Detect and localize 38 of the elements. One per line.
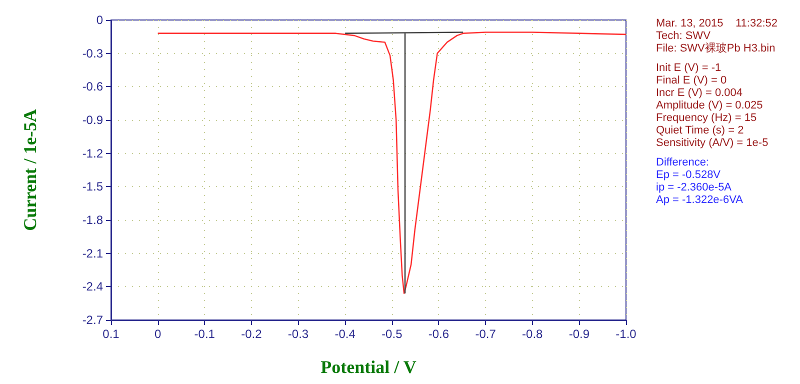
text: Mar. 13, 2015 11:32:52 [656,18,778,30]
x-tick-label: -0.8 [522,327,544,341]
x-tick-label: -0.9 [568,327,590,341]
x-tick-label: -0.1 [194,327,216,341]
text: Frequency (Hz) = 15 [656,112,757,124]
x-tick-label: -1.0 [616,327,637,341]
text: Tech: SWV [656,30,712,42]
text: Final E (V) = 0 [656,74,727,86]
text: ip = -2.360e-5A [656,182,732,194]
y-tick-label: -0.6 [82,80,104,94]
text: Incr E (V) = 0.004 [656,87,743,99]
text: Ap = -1.322e-6VA [656,194,744,206]
x-tick-label: -0.2 [241,327,262,341]
y-tick-label: -0.3 [82,46,104,60]
y-tick-label: 0 [96,13,104,27]
text: Difference: [656,156,709,168]
text: Sensitivity (A/V) = 1e-5 [656,137,768,149]
y-tick-label: -2.4 [82,280,104,294]
x-tick-label: -0.3 [288,327,309,341]
x-tick-label: -0.4 [334,327,356,341]
x-axis-title: Potential / V [320,357,416,377]
text: Init E (V) = -1 [656,62,722,74]
text: File: SWV裸玻Pb H3.bin [656,42,776,54]
y-tick-label: -0.9 [82,113,104,127]
text: Amplitude (V) = 0.025 [656,100,763,112]
x-tick-label: 0 [154,327,162,341]
y-tick-label: -1.2 [82,146,104,160]
y-tick-label: -2.7 [82,313,104,327]
y-tick-label: -2.1 [82,246,104,260]
y-axis-title: Current / 1e-5A [20,109,40,231]
x-tick-label: -0.7 [475,327,496,341]
x-tick-label: -0.5 [382,327,403,341]
y-tick-label: -1.5 [82,180,104,194]
y-tick-label: -1.8 [82,213,104,227]
text: Quiet Time (s) = 2 [656,124,744,136]
x-tick-label: 0.1 [102,327,120,341]
text: Ep = -0.528V [656,169,722,181]
x-tick-label: -0.6 [428,327,450,341]
